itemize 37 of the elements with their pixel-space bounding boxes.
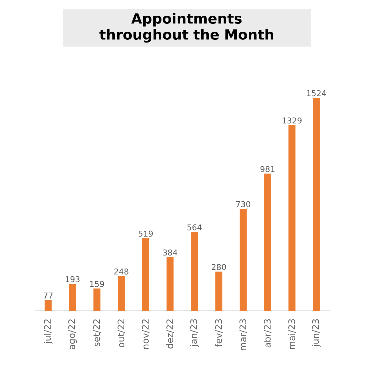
bar	[69, 284, 76, 311]
bar	[264, 174, 272, 311]
bar	[166, 257, 174, 311]
bar	[94, 288, 101, 311]
bar	[288, 125, 296, 311]
data-label: 730	[236, 201, 251, 208]
x-tick-label: out/22	[118, 320, 126, 348]
data-label: 159	[90, 281, 104, 288]
data-label: 519	[138, 230, 154, 237]
data-label: 1524	[307, 90, 326, 96]
bar	[44, 300, 52, 311]
data-label: 981	[260, 166, 275, 172]
bar	[142, 238, 150, 311]
bar	[240, 208, 247, 311]
data-label: 564	[188, 224, 202, 231]
x-tick-label: jan/23	[190, 320, 200, 348]
x-tick-label: nov/22	[142, 320, 150, 349]
x-tick-label: set/22	[93, 320, 101, 347]
bar	[191, 232, 198, 311]
bar	[313, 98, 320, 311]
x-tick-label: abr/23	[264, 320, 272, 348]
data-label: 280	[212, 264, 226, 270]
data-label: 1329	[282, 118, 302, 124]
x-tick-label: mar/23	[240, 320, 248, 350]
data-label: 77	[44, 292, 53, 299]
x-tick-label: jul/22	[44, 320, 53, 344]
data-label: 384	[163, 250, 178, 256]
x-tick-label: jun/23	[312, 320, 321, 348]
bar	[216, 272, 223, 311]
x-tick-label: ago/22	[68, 320, 78, 350]
x-tick-label: dez/22	[166, 320, 174, 349]
chart-title: Appointments throughout the Month	[100, 13, 274, 43]
bar	[118, 276, 126, 311]
data-label: 248	[114, 268, 129, 275]
data-label: 193	[66, 276, 80, 282]
x-tick-label: mai/23	[288, 320, 296, 350]
x-tick-label: fev/23	[215, 320, 223, 348]
